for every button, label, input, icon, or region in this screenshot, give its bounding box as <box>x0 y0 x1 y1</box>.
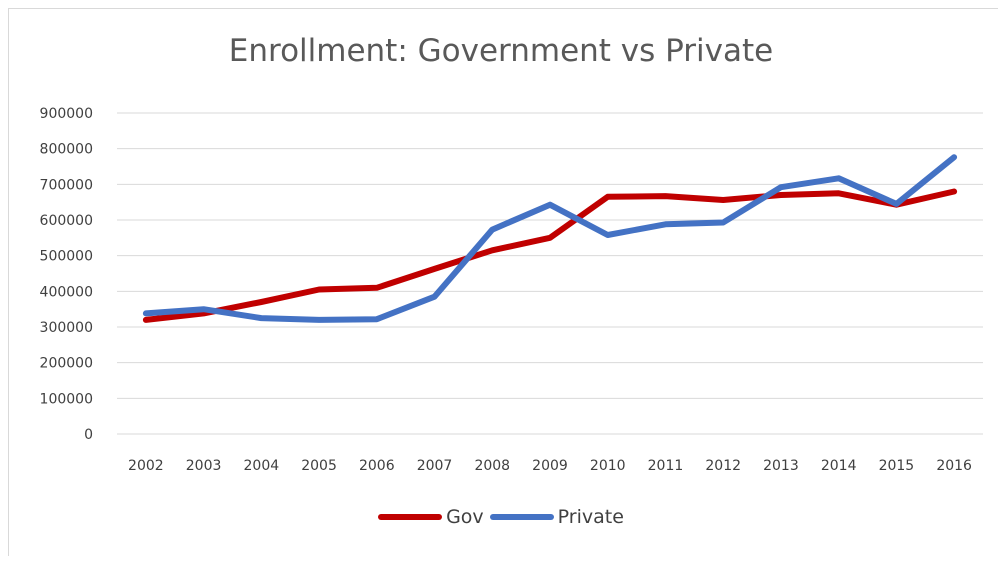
x-tick-label: 2007 <box>417 458 453 474</box>
x-tick-label: 2014 <box>821 458 857 474</box>
x-tick-label: 2013 <box>763 458 799 474</box>
y-tick-label: 400000 <box>40 284 93 300</box>
x-tick-label: 2009 <box>532 458 568 474</box>
x-tick-label: 2010 <box>590 458 626 474</box>
x-tick-label: 2004 <box>244 458 280 474</box>
x-tick-label: 2011 <box>648 458 684 474</box>
legend-label-gov: Gov <box>446 506 484 528</box>
chart-frame <box>8 8 998 556</box>
legend-swatch-gov <box>378 514 443 520</box>
x-tick-label: 2015 <box>879 458 915 474</box>
legend-swatch-private <box>489 514 554 520</box>
x-tick-label: 2016 <box>936 458 972 474</box>
x-tick-label: 2012 <box>705 458 741 474</box>
y-tick-label: 200000 <box>40 356 93 372</box>
y-tick-label: 300000 <box>40 320 93 336</box>
y-tick-label: 900000 <box>40 106 93 122</box>
x-tick-label: 2005 <box>301 458 337 474</box>
y-tick-label: 500000 <box>40 249 93 265</box>
legend-label-private: Private <box>557 506 624 528</box>
x-tick-label: 2003 <box>186 458 222 474</box>
x-tick-label: 2008 <box>474 458 510 474</box>
y-tick-label: 0 <box>84 427 93 443</box>
x-tick-label: 2006 <box>359 458 395 474</box>
x-tick-label: 2002 <box>128 458 164 474</box>
chart-title: Enrollment: Government vs Private <box>228 33 774 69</box>
series-line-gov <box>142 188 958 323</box>
y-tick-label: 700000 <box>40 177 93 193</box>
y-tick-label: 800000 <box>40 142 93 158</box>
legend-item-private: Private <box>489 506 624 528</box>
series-line-private <box>142 154 958 323</box>
y-tick-label: 600000 <box>40 213 93 229</box>
y-tick-label: 100000 <box>40 391 93 407</box>
legend: Gov Private <box>0 506 1002 528</box>
legend-item-gov: Gov <box>378 506 484 528</box>
